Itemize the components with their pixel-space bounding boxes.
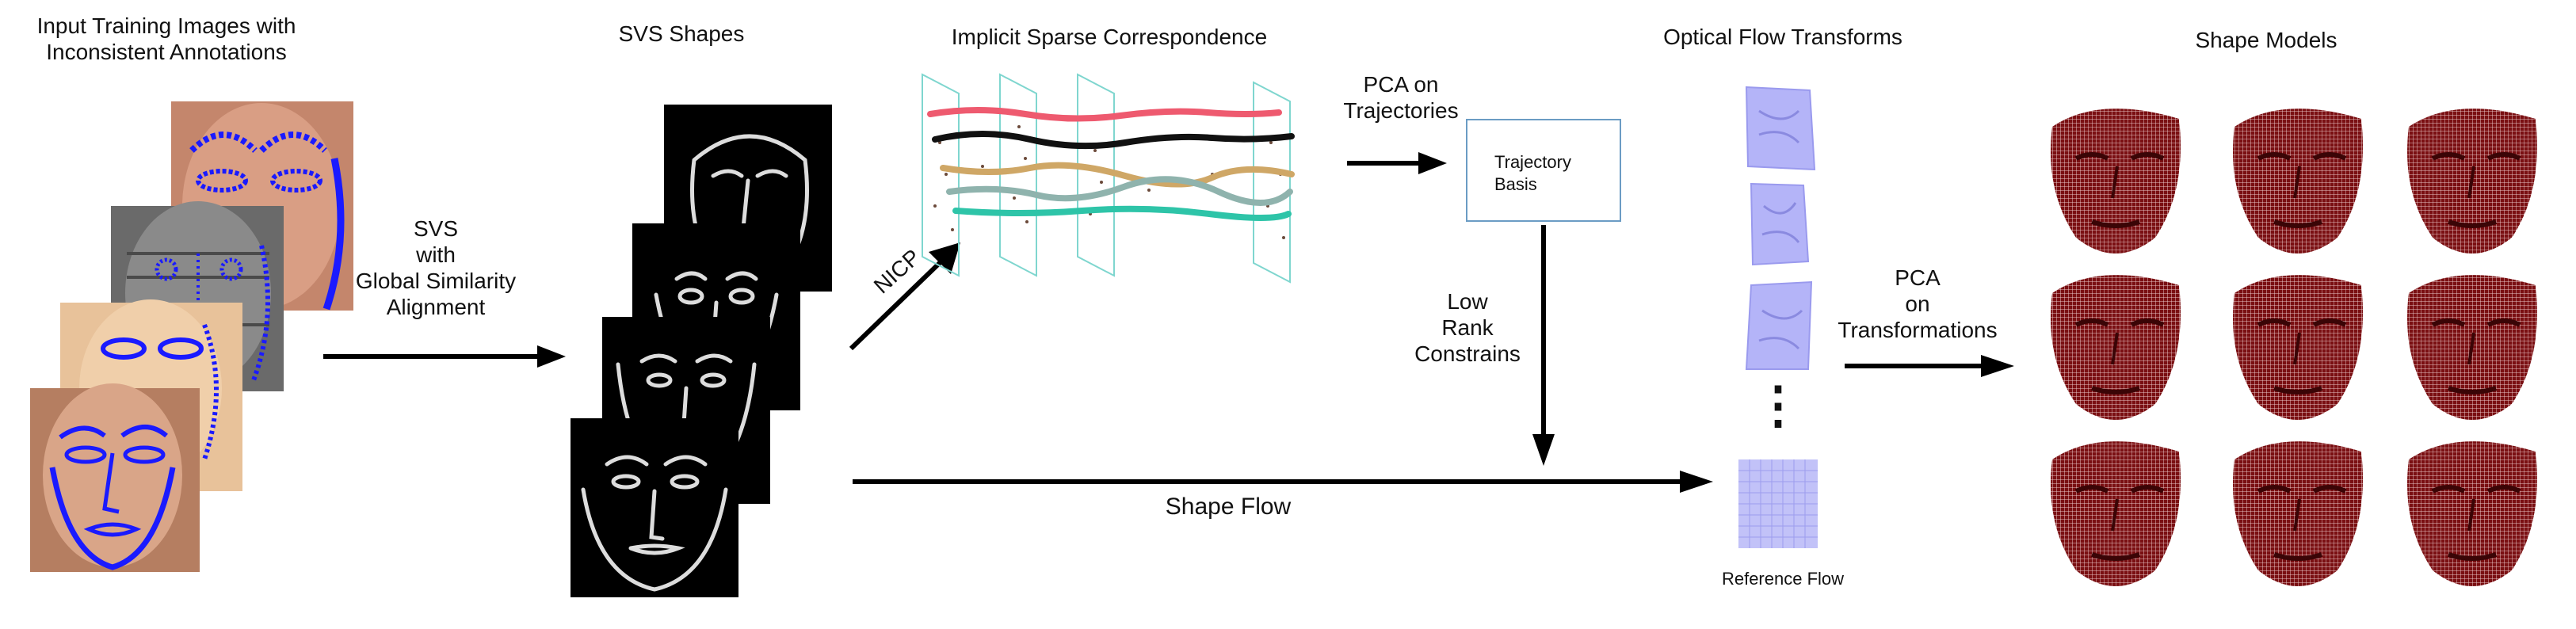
low-rank-line2: Rank (1441, 315, 1494, 341)
input-images-title-line1: Input Training Images with (36, 13, 296, 38)
flow-field-3 (1745, 280, 1813, 370)
optical-flow-column (1727, 79, 1838, 555)
input-face-image-1 (30, 383, 200, 572)
shape-model-7 (2051, 441, 2181, 586)
shape-model-8 (2233, 441, 2363, 586)
pca-transformations-line2: on (1905, 292, 1930, 317)
input-images-title: Input Training Images with Inconsistent … (0, 13, 333, 65)
svs-alignment-line2: with (416, 242, 456, 268)
reference-flow-grid (1738, 459, 1818, 548)
pca-trajectories-arrow (1345, 147, 1448, 179)
pca-transformations-arrow (1843, 350, 2017, 382)
trajectory-red (927, 107, 1282, 122)
trajectory-basis-line2: Basis (1494, 174, 1537, 194)
trajectory-black (932, 131, 1295, 150)
input-images-title-line2: Inconsistent Annotations (46, 40, 287, 65)
pca-transformations-label: PCA on Transformations (1815, 265, 2021, 343)
svs-shape-1 (571, 418, 738, 597)
svs-shapes-title: SVS Shapes (618, 21, 745, 46)
shape-model-2 (2233, 109, 2363, 254)
shape-model-6 (2407, 275, 2537, 420)
flow-field-2 (1750, 182, 1810, 266)
frame-planes (922, 73, 1291, 284)
optical-flow-transforms-title: Optical Flow Transforms (1663, 25, 1902, 49)
nicp-arrow (843, 238, 970, 356)
shape-models-grid (2036, 95, 2551, 602)
shape-model-4 (2051, 275, 2181, 420)
ellipsis-dots: ⋮ (1753, 376, 1803, 433)
trajectory-gray (946, 176, 1293, 206)
low-rank-arrow (1526, 223, 1561, 469)
low-rank-constrains-label: Low Rank Constrains (1396, 288, 1539, 367)
shape-model-5 (2233, 275, 2363, 420)
svs-alignment-line4: Alignment (386, 295, 486, 320)
shape-model-1 (2051, 109, 2181, 254)
low-rank-line1: Low (1447, 289, 1488, 314)
low-rank-line3: Constrains (1414, 341, 1521, 367)
shape-models-title: Shape Models (2195, 28, 2337, 52)
svs-alignment-line1: SVS (413, 216, 459, 241)
shape-model-9 (2407, 441, 2537, 586)
trajectory-basis-box: Trajectory Basis (1466, 119, 1621, 222)
implicit-sparse-correspondence-title: Implicit Sparse Correspondence (951, 25, 1268, 49)
pca-trajectories-line2: Trajectories (1343, 98, 1459, 124)
svs-arrow (322, 341, 567, 372)
pca-transformations-line1: PCA (1895, 265, 1941, 290)
svs-alignment-line3: Global Similarity (355, 269, 517, 294)
pca-trajectories-line1: PCA on (1363, 72, 1439, 97)
reference-flow-label: Reference Flow (1721, 569, 1845, 589)
trajectory-visualization (911, 63, 1339, 293)
trajectory-tan (940, 162, 1295, 188)
svs-shapes-stack (566, 101, 835, 600)
shape-flow-arrow (851, 466, 1716, 497)
shape-model-3 (2407, 109, 2537, 254)
trajectory-teal (952, 205, 1292, 221)
reference-flow-gridlines (1738, 459, 1818, 548)
pca-trajectories-label: PCA on Trajectories (1314, 71, 1488, 124)
svs-alignment-label: SVS with Global Similarity Alignment (341, 215, 531, 320)
pca-transformations-line3: Transformations (1838, 318, 1998, 343)
flow-field-1 (1745, 86, 1816, 171)
input-face-stack (24, 95, 357, 578)
trajectory-basis-line1: Trajectory (1494, 152, 1571, 172)
shape-flow-label: Shape Flow (1165, 494, 1292, 520)
